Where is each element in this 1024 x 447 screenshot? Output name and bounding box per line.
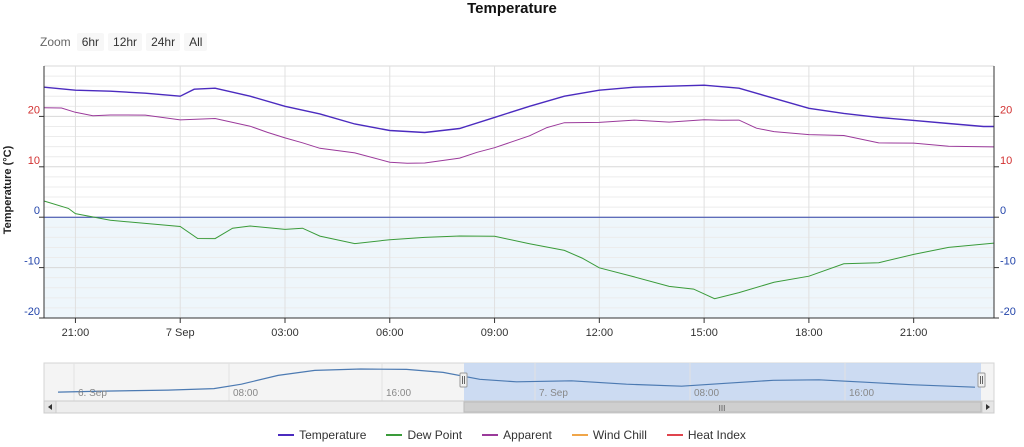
legend-item-apparent[interactable]: Apparent <box>482 428 552 442</box>
y-tick-label-right: 10 <box>1000 155 1012 167</box>
navigator-label: 7. Sep <box>539 388 568 399</box>
y-tick-label-right: -20 <box>1000 306 1016 318</box>
zoom-6hr-button[interactable]: 6hr <box>76 33 105 51</box>
legend-label: Temperature <box>299 428 367 442</box>
legend-label: Apparent <box>503 428 552 442</box>
y-tick-label-right: 20 <box>1000 104 1012 116</box>
x-tick-label: 06:00 <box>376 327 404 339</box>
legend-swatch <box>386 434 403 436</box>
series-line-temperature <box>43 84 994 134</box>
x-tick-label: 03:00 <box>271 327 299 339</box>
zoom-24hr-button[interactable]: 24hr <box>146 33 181 51</box>
series-line-apparent <box>43 107 995 164</box>
y-tick-label-left: 10 <box>28 155 40 167</box>
x-tick-label: 21:00 <box>62 327 90 339</box>
x-tick-label: 7 Sep <box>166 327 195 339</box>
legend: Temperature Dew Point Apparent Wind Chill He… <box>0 427 1024 443</box>
x-tick-label: 18:00 <box>795 327 823 339</box>
legend-swatch <box>571 434 588 436</box>
series-line-dew-point <box>43 200 995 300</box>
zoom-label: Zoom <box>40 35 71 49</box>
legend-label: Dew Point <box>407 428 463 442</box>
legend-item-heat-index[interactable]: Heat Index <box>666 428 746 442</box>
y-tick-label-left: 20 <box>28 104 40 116</box>
legend-label: Heat Index <box>687 428 746 442</box>
navigator-selection <box>464 363 981 401</box>
navigator-left-handle[interactable] <box>459 372 468 388</box>
navigator-label: 16:00 <box>386 388 411 399</box>
x-tick-label: 12:00 <box>586 327 614 339</box>
y-tick-label-left: -10 <box>24 256 40 268</box>
temperature-chart: 20 20 10 10 0 0 -10 -10 -20 -20 21:00 7 Sep 03:00 06:… <box>2 65 1016 414</box>
zoom-all-button[interactable]: All <box>184 33 208 51</box>
legend-item-wind-chill[interactable]: Wind Chill <box>571 428 647 442</box>
y-axis-title: Temperature (°C) <box>2 145 14 234</box>
scrollbar-thumb[interactable] <box>463 401 982 413</box>
navigator-label: 16:00 <box>849 388 874 399</box>
legend-swatch <box>666 434 683 436</box>
navigator-series-line <box>57 368 976 393</box>
scroll-left-arrow-icon <box>48 404 52 410</box>
legend-item-dew-point[interactable]: Dew Point <box>386 428 462 442</box>
legend-swatch <box>482 434 499 436</box>
x-tick-label: 21:00 <box>900 327 928 339</box>
y-tick-label-left: -20 <box>24 306 40 318</box>
zoom-12hr-button[interactable]: 12hr <box>108 33 143 51</box>
scrollbar-grip: III <box>719 404 726 413</box>
navigator-label: 6. Sep <box>78 388 107 399</box>
navigator[interactable]: 6. Sep 08:00 16:00 7. Sep 08:00 16:00 <box>43 362 995 402</box>
y-tick-label-right: -10 <box>1000 256 1016 268</box>
legend-item-temperature[interactable]: Temperature <box>278 428 366 442</box>
y-tick-label-right: 0 <box>1000 205 1006 217</box>
x-tick-label: 09:00 <box>481 327 509 339</box>
y-tick-label-left: 0 <box>34 205 40 217</box>
navigator-scrollbar[interactable]: III <box>43 400 995 414</box>
x-tick-label: 15:00 <box>690 327 718 339</box>
scroll-right-arrow-icon <box>986 404 990 410</box>
navigator-label: 08:00 <box>233 388 258 399</box>
legend-label: Wind Chill <box>592 428 647 442</box>
navigator-label: 08:00 <box>694 388 719 399</box>
legend-swatch <box>278 434 295 436</box>
zoom-bar: Zoom 6hr 12hr 24hr All <box>40 33 211 51</box>
chart-title: Temperature <box>467 0 557 17</box>
navigator-right-handle[interactable] <box>977 372 986 388</box>
